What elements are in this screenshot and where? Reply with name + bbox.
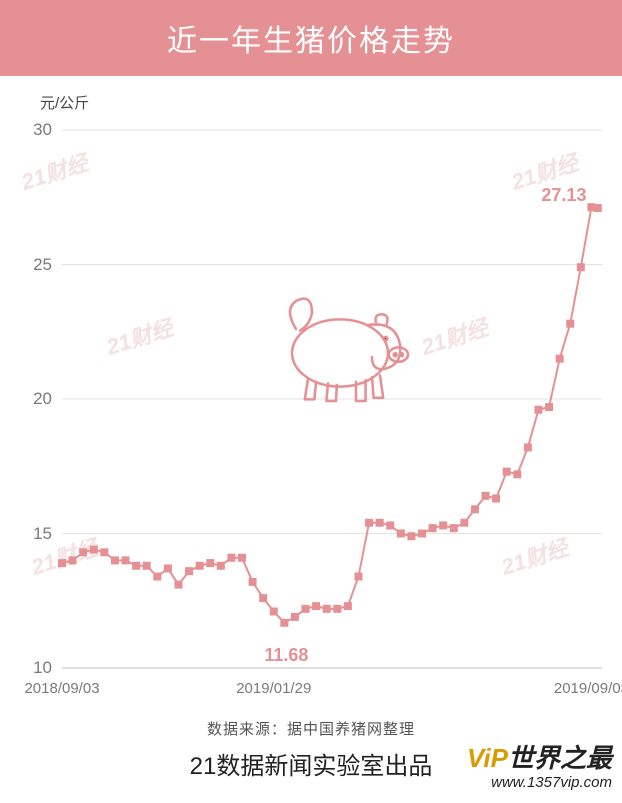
y-tick-label: 10 (33, 658, 52, 678)
bottom-watermark: ViP世界之最 (467, 738, 612, 775)
chart-title: 近一年生猪价格走势 (0, 0, 622, 76)
watermark-rest: 世界之最 (508, 743, 612, 773)
line-chart-svg (62, 130, 602, 668)
y-tick-label: 25 (33, 255, 52, 275)
x-tick-label: 2019/09/03 (554, 680, 622, 697)
bottom-watermark-url: www.1357vip.com (491, 774, 612, 791)
x-tick-label: 2019/01/29 (236, 680, 311, 697)
watermark-vip: ViP (467, 743, 508, 773)
x-tick-label: 2018/09/03 (24, 680, 99, 697)
y-tick-label: 30 (33, 120, 52, 140)
y-tick-label: 15 (33, 524, 52, 544)
y-axis-unit: 元/公斤 (40, 92, 89, 113)
chart-plot-area (62, 130, 602, 668)
data-point-label: 11.68 (264, 645, 308, 666)
y-tick-label: 20 (33, 389, 52, 409)
data-point-label: 27.13 (541, 185, 586, 206)
data-source-line: 数据来源：据中国养猪网整理 (0, 718, 622, 739)
